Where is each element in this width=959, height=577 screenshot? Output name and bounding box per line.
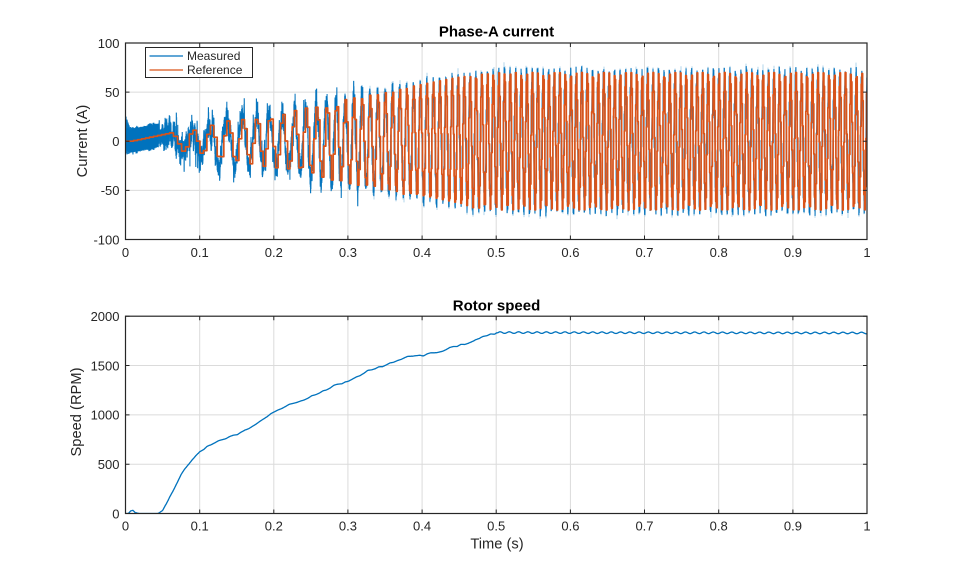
svg-text:2000: 2000 bbox=[91, 309, 120, 324]
svg-text:0.8: 0.8 bbox=[710, 519, 728, 534]
svg-text:1: 1 bbox=[863, 245, 870, 260]
svg-text:0.9: 0.9 bbox=[784, 519, 802, 534]
svg-text:0.4: 0.4 bbox=[413, 245, 431, 260]
svg-text:500: 500 bbox=[98, 457, 120, 472]
svg-text:Speed (RPM): Speed (RPM) bbox=[69, 368, 85, 457]
svg-text:0.4: 0.4 bbox=[413, 519, 431, 534]
svg-text:0.1: 0.1 bbox=[191, 245, 209, 260]
svg-text:0.5: 0.5 bbox=[487, 245, 505, 260]
svg-text:Phase-A current: Phase-A current bbox=[439, 23, 554, 40]
svg-text:-100: -100 bbox=[93, 232, 119, 247]
svg-text:0.5: 0.5 bbox=[487, 519, 505, 534]
svg-text:0.7: 0.7 bbox=[635, 245, 653, 260]
svg-text:0.2: 0.2 bbox=[265, 519, 283, 534]
svg-text:0: 0 bbox=[112, 506, 119, 521]
svg-text:0.6: 0.6 bbox=[561, 245, 579, 260]
svg-text:Time (s): Time (s) bbox=[470, 536, 523, 552]
svg-text:0: 0 bbox=[122, 245, 129, 260]
svg-text:0.2: 0.2 bbox=[265, 245, 283, 260]
svg-text:Measured: Measured bbox=[187, 49, 240, 63]
svg-text:0.1: 0.1 bbox=[191, 519, 209, 534]
svg-text:Current (A): Current (A) bbox=[75, 105, 91, 178]
svg-text:0.9: 0.9 bbox=[784, 245, 802, 260]
svg-text:0: 0 bbox=[122, 519, 129, 534]
svg-text:0.7: 0.7 bbox=[635, 519, 653, 534]
svg-text:100: 100 bbox=[98, 36, 120, 51]
svg-text:Rotor speed: Rotor speed bbox=[453, 298, 541, 315]
svg-text:1000: 1000 bbox=[91, 408, 120, 423]
svg-text:Reference: Reference bbox=[187, 63, 243, 77]
svg-text:1: 1 bbox=[863, 519, 870, 534]
svg-text:0.3: 0.3 bbox=[339, 519, 357, 534]
svg-text:0.6: 0.6 bbox=[561, 519, 579, 534]
svg-text:0.8: 0.8 bbox=[710, 245, 728, 260]
svg-text:50: 50 bbox=[105, 85, 119, 100]
svg-text:0.3: 0.3 bbox=[339, 245, 357, 260]
svg-text:-50: -50 bbox=[101, 183, 120, 198]
svg-text:1500: 1500 bbox=[91, 358, 120, 373]
svg-text:0: 0 bbox=[112, 134, 119, 149]
